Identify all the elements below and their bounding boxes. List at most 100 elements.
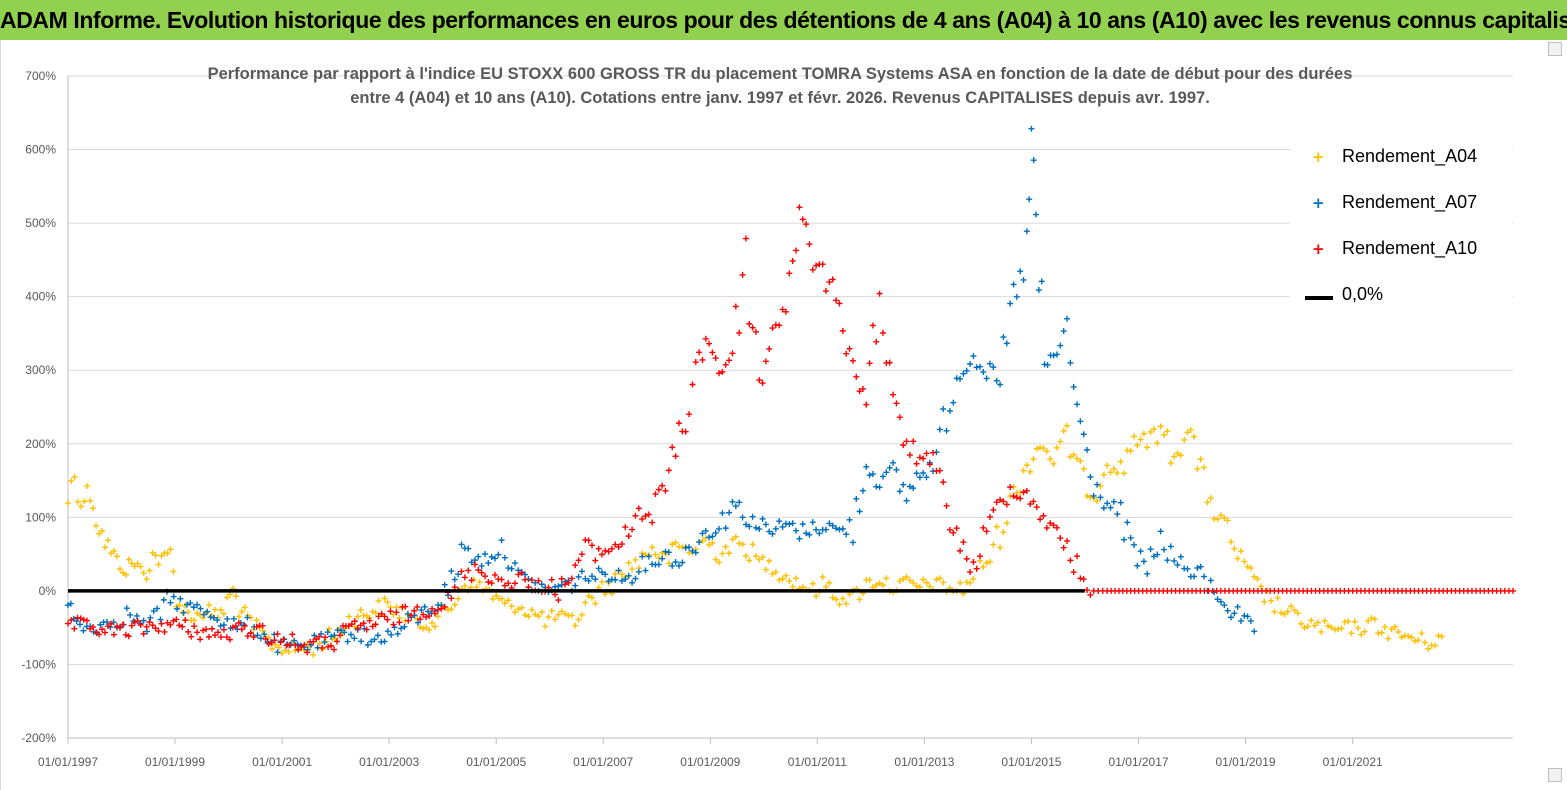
data-point <box>167 546 174 553</box>
data-point <box>1137 548 1144 555</box>
resize-handle-bottom-icon[interactable] <box>1548 768 1562 782</box>
data-point <box>1391 623 1398 630</box>
data-point <box>1278 609 1285 616</box>
data-point <box>926 461 933 468</box>
data-point <box>572 562 579 569</box>
data-point <box>879 582 886 589</box>
data-point <box>1094 481 1101 488</box>
data-point <box>1067 359 1074 366</box>
data-point <box>528 577 535 584</box>
data-point <box>65 500 71 507</box>
data-point <box>746 523 753 530</box>
data-point <box>525 584 532 591</box>
data-point <box>1191 433 1198 440</box>
data-point <box>501 600 508 607</box>
data-point <box>501 582 508 589</box>
data-point <box>1174 450 1181 457</box>
data-point <box>1140 558 1147 565</box>
data-point <box>220 626 227 633</box>
data-point <box>1311 622 1318 629</box>
data-point <box>498 576 505 583</box>
data-point <box>345 613 352 620</box>
data-point <box>759 554 766 561</box>
data-point <box>515 571 522 578</box>
data-point <box>152 625 159 632</box>
data-point <box>1231 545 1238 552</box>
data-point <box>829 276 836 283</box>
data-point <box>200 614 207 621</box>
data-point <box>1207 495 1214 502</box>
data-point <box>565 579 572 586</box>
y-axis-ticks: -200% -100% 0% 100% 200% 300% 400% 500% 600% 700% <box>21 69 56 745</box>
data-point <box>1060 427 1067 434</box>
data-point <box>1007 484 1014 491</box>
data-point <box>125 556 132 563</box>
data-point <box>1097 494 1104 501</box>
data-point <box>381 595 388 602</box>
data-point <box>1238 617 1244 624</box>
data-point <box>836 601 843 608</box>
data-point <box>853 373 860 380</box>
data-point <box>786 577 793 584</box>
data-point <box>505 580 512 587</box>
data-point <box>1023 487 1030 494</box>
data-point <box>372 609 379 616</box>
data-point <box>675 420 682 427</box>
data-point <box>1053 524 1060 531</box>
data-point <box>843 600 850 607</box>
x-tick-label: 01/01/2021 <box>1323 755 1383 769</box>
data-point <box>1368 615 1375 622</box>
data-point <box>756 377 763 384</box>
data-point <box>1238 548 1244 555</box>
data-point <box>511 580 518 587</box>
data-point <box>194 601 201 608</box>
data-point <box>535 577 542 584</box>
data-point <box>310 651 317 658</box>
data-point <box>722 361 729 368</box>
data-point <box>782 572 789 579</box>
data-point <box>696 539 703 546</box>
data-point <box>518 604 525 611</box>
data-point <box>137 563 144 570</box>
data-point <box>893 400 900 407</box>
data-point <box>796 204 803 211</box>
data-point <box>1026 196 1033 203</box>
data-point <box>347 631 354 638</box>
data-point <box>665 467 672 474</box>
data-point <box>940 479 947 486</box>
data-point <box>916 584 923 591</box>
data-point <box>649 519 656 526</box>
data-point <box>822 288 829 295</box>
y-tick-label: -100% <box>21 657 56 671</box>
data-point <box>970 575 977 582</box>
data-point <box>408 612 415 619</box>
data-point <box>618 571 625 578</box>
data-point <box>1044 361 1051 368</box>
data-point <box>980 369 987 376</box>
data-point <box>418 607 425 614</box>
data-point <box>1268 597 1275 604</box>
data-point <box>1030 157 1037 164</box>
data-point <box>702 527 709 534</box>
data-point <box>150 608 157 615</box>
data-point <box>970 559 977 566</box>
data-point <box>742 521 749 528</box>
data-point <box>371 636 378 643</box>
data-point <box>96 631 103 638</box>
data-point <box>223 594 230 601</box>
data-point <box>235 613 242 620</box>
resize-handle-top-icon[interactable] <box>1548 42 1562 56</box>
data-point <box>1087 474 1094 481</box>
data-point <box>803 221 810 228</box>
data-point <box>749 541 756 548</box>
data-point <box>167 599 174 606</box>
data-point <box>729 536 736 543</box>
data-point <box>1167 543 1174 550</box>
data-point <box>1074 455 1081 462</box>
data-point <box>686 411 693 418</box>
data-point <box>498 537 505 544</box>
data-point <box>482 573 489 580</box>
data-point <box>154 605 161 612</box>
data-point <box>990 506 997 513</box>
data-point <box>214 629 221 636</box>
